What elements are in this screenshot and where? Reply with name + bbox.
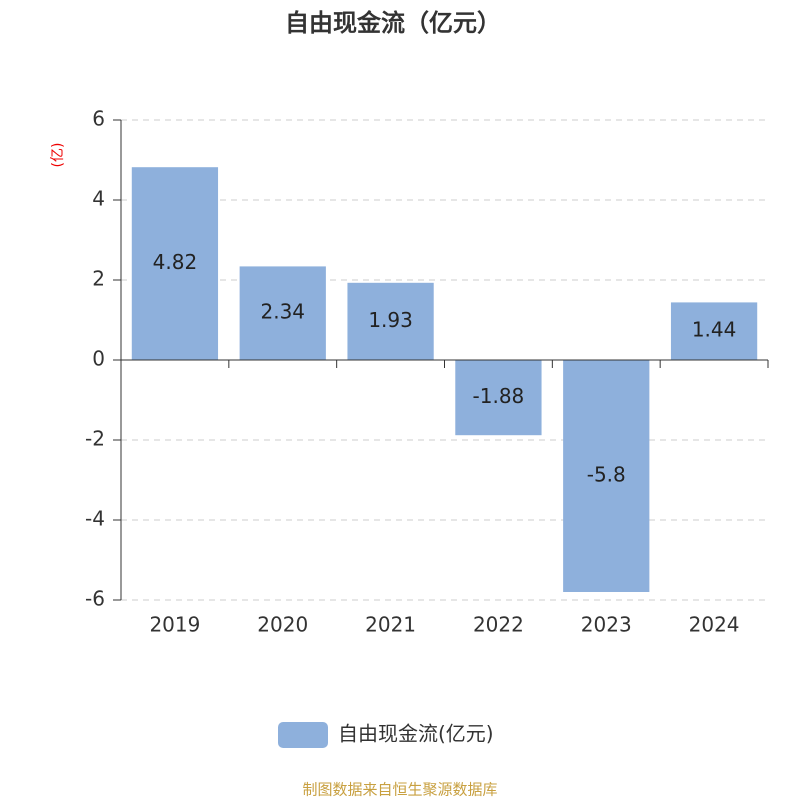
bar bbox=[670, 302, 758, 360]
y-tick-label: -6 bbox=[85, 587, 105, 611]
x-tick-label: 2023 bbox=[581, 613, 632, 637]
bar bbox=[239, 266, 326, 360]
y-tick-label: 0 bbox=[92, 347, 105, 371]
value-label: -5.8 bbox=[587, 463, 626, 487]
value-label: 1.93 bbox=[368, 308, 413, 332]
source-note: 制图数据来自恒生聚源数据库 bbox=[302, 781, 497, 799]
bar bbox=[131, 167, 219, 360]
x-tick-label: 2021 bbox=[365, 613, 416, 637]
y-tick-label: -2 bbox=[85, 427, 105, 451]
chart-title: 自由现金流（亿元） bbox=[285, 9, 501, 37]
value-label: 2.34 bbox=[260, 300, 305, 324]
x-tick-label: 2020 bbox=[257, 613, 308, 637]
bar bbox=[455, 360, 542, 436]
x-tick-label: 2019 bbox=[149, 613, 200, 637]
value-label: -1.88 bbox=[473, 384, 525, 408]
y-tick-label: 4 bbox=[92, 187, 105, 211]
bar bbox=[347, 282, 434, 360]
value-label: 4.82 bbox=[153, 250, 198, 274]
bar bbox=[563, 360, 650, 592]
y-tick-label: 2 bbox=[92, 267, 105, 291]
y-tick-label: 6 bbox=[92, 107, 105, 131]
x-tick-label: 2022 bbox=[473, 613, 524, 637]
x-tick-label: 2024 bbox=[689, 613, 740, 637]
legend-swatch bbox=[278, 722, 328, 748]
value-label: 1.44 bbox=[692, 318, 737, 342]
legend-label: 自由现金流(亿元) bbox=[338, 722, 494, 746]
y-tick-label: -4 bbox=[85, 507, 105, 531]
y-axis-label: (亿) bbox=[50, 143, 66, 168]
